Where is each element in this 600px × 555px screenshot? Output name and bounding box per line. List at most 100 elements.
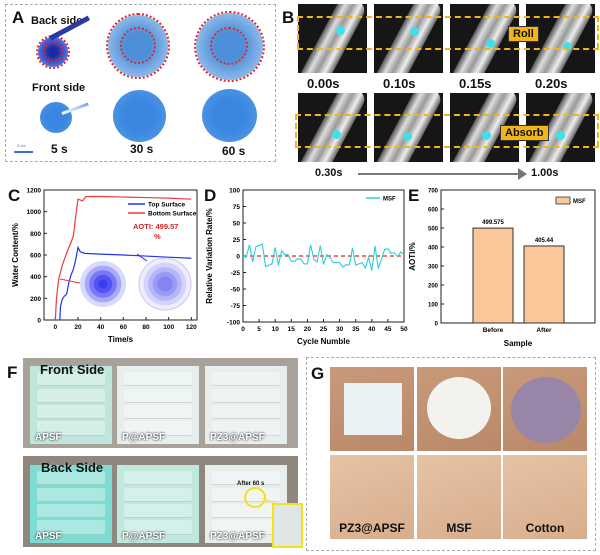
y-axis-label: AOTI/% bbox=[408, 242, 417, 270]
x-tick-label: 20 bbox=[304, 326, 312, 333]
b-time-2: 0.15s bbox=[459, 76, 492, 91]
roll-band-right bbox=[597, 16, 599, 49]
y-tick-label: -50 bbox=[231, 287, 241, 294]
bar-value-label: 405.44 bbox=[535, 238, 554, 244]
x-tick-label: 0 bbox=[54, 324, 58, 331]
f-front-label-0: APSF bbox=[35, 432, 62, 443]
aoti-annotation: AOTI: 499.57 bbox=[133, 222, 178, 231]
y-tick-label: 700 bbox=[428, 189, 439, 195]
b-frame-2 bbox=[450, 4, 519, 73]
pz3-swatch bbox=[344, 383, 402, 435]
y-axis-label: Relative Variation Rate/% bbox=[205, 208, 214, 304]
y-tick-label: 75 bbox=[233, 204, 241, 211]
droplet bbox=[486, 39, 495, 48]
f-back-label-0: APSF bbox=[35, 531, 62, 542]
inset-disc-ring bbox=[139, 258, 191, 310]
front-disc-5s bbox=[40, 102, 72, 133]
front-side-title: Front Side bbox=[40, 362, 105, 377]
fiber bbox=[298, 93, 367, 162]
b-frame-5 bbox=[374, 93, 443, 162]
g-sample-1 bbox=[417, 367, 501, 451]
y-tick-label: 400 bbox=[428, 246, 439, 252]
b-frame-1 bbox=[374, 4, 443, 73]
inset-disc-outline bbox=[138, 257, 192, 311]
f-front-sample-2 bbox=[205, 366, 287, 444]
fold-stripe bbox=[36, 487, 106, 502]
fiber bbox=[298, 4, 367, 73]
fold-stripe bbox=[211, 504, 281, 519]
fold-stripe bbox=[123, 372, 193, 387]
inset-disc-ring bbox=[157, 276, 173, 292]
fold-stripe bbox=[211, 372, 281, 387]
fold-stripe bbox=[36, 405, 106, 420]
f-back-label-1: P@APSF bbox=[122, 531, 166, 542]
g-skin-0: PZ3@APSF bbox=[330, 455, 414, 539]
series-line-top-surface bbox=[59, 245, 192, 321]
y-tick-label: 0 bbox=[236, 254, 240, 261]
top-pointer bbox=[136, 253, 148, 262]
fold-stripe bbox=[211, 405, 281, 420]
x-tick-label: 5 bbox=[257, 326, 261, 333]
roll-band-bottom bbox=[297, 48, 599, 50]
bar-before bbox=[472, 227, 514, 324]
droplet bbox=[563, 42, 572, 51]
x-tick-label: 40 bbox=[368, 326, 376, 333]
absorb-tag: Absorb bbox=[500, 125, 549, 141]
x-tick-label: 40 bbox=[97, 324, 105, 331]
fiber bbox=[374, 4, 443, 73]
absorb-band-top bbox=[295, 114, 599, 116]
y-tick-label: -75 bbox=[231, 303, 241, 310]
y-tick-label: 1000 bbox=[27, 209, 42, 216]
x-tick-label: 100 bbox=[163, 324, 174, 331]
inset-disc-ring bbox=[148, 267, 182, 301]
g-label-1: MSF bbox=[446, 521, 472, 535]
series-line-bottom-surface bbox=[54, 195, 192, 321]
x-tick-label: 60 bbox=[120, 324, 128, 331]
absorb-band-right bbox=[597, 114, 599, 147]
y-tick-label: 400 bbox=[30, 274, 41, 281]
x-tick-label: Before bbox=[483, 327, 504, 334]
y-tick-label: 600 bbox=[428, 208, 439, 214]
bottom-pointer bbox=[59, 278, 81, 284]
droplet bbox=[482, 131, 491, 140]
series-line-msf bbox=[242, 243, 405, 271]
y-tick-label: 500 bbox=[428, 227, 439, 233]
panel-g-label: G bbox=[311, 364, 325, 383]
droplet bbox=[410, 27, 419, 36]
y-tick-label: 25 bbox=[233, 237, 241, 244]
b-frame-4 bbox=[298, 93, 367, 162]
highlight-circle bbox=[244, 487, 266, 508]
fold-stripe bbox=[123, 405, 193, 420]
fold-stripe bbox=[211, 471, 281, 486]
front-side-label: Front side bbox=[32, 82, 86, 94]
after-60s-annotation: After 60 s bbox=[237, 481, 265, 487]
inner-ring-5s bbox=[43, 42, 63, 62]
y-tick-label: 1200 bbox=[27, 188, 42, 195]
fold-stripe bbox=[123, 487, 193, 502]
legend-label: Top Surface bbox=[148, 202, 185, 209]
x-tick-label: After bbox=[536, 327, 552, 334]
outer-ring-60s bbox=[194, 11, 265, 82]
x-axis-label: Cycle Numble bbox=[297, 337, 350, 346]
droplet bbox=[332, 130, 341, 139]
fold-stripe bbox=[211, 421, 281, 436]
inset-disc-ring bbox=[98, 279, 108, 289]
y-tick-label: 0 bbox=[435, 322, 439, 328]
b-time-0: 0.00s bbox=[307, 76, 340, 91]
panel-d-label: D bbox=[204, 186, 217, 205]
time-label-30s: 30 s bbox=[130, 142, 154, 156]
x-tick-label: 50 bbox=[400, 326, 408, 333]
f-back-label-2: PZ3@APSF bbox=[210, 531, 265, 542]
absorb-band-left bbox=[295, 114, 297, 147]
g-label-2: Cotton bbox=[525, 521, 565, 535]
x-tick-label: 30 bbox=[336, 326, 344, 333]
b-end-time: 1.00s bbox=[531, 167, 559, 179]
fold-stripe bbox=[36, 372, 106, 387]
panel-f-label: F bbox=[7, 363, 18, 382]
droplet bbox=[403, 132, 412, 141]
f-front-sample-1 bbox=[117, 366, 199, 444]
f-front-label-1: P@APSF bbox=[122, 432, 166, 443]
y-tick-label: 300 bbox=[428, 265, 439, 271]
y-tick-label: -25 bbox=[231, 270, 241, 277]
g-skin-2: Cotton bbox=[503, 455, 587, 539]
